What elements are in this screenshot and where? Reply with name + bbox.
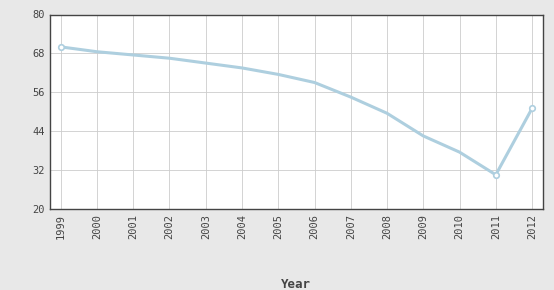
X-axis label: Year: Year — [281, 278, 311, 290]
